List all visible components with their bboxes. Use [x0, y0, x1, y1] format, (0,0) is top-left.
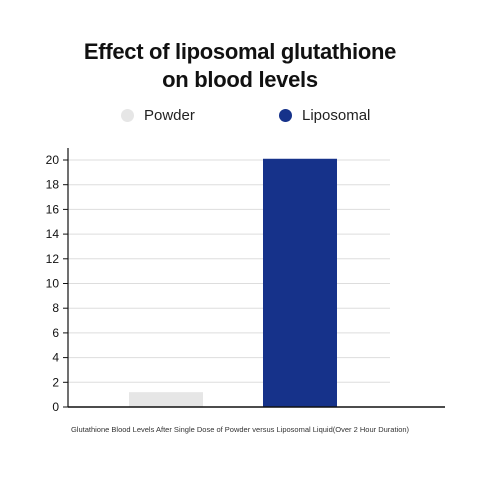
y-tick-label: 4 — [52, 351, 59, 365]
bar-powder — [129, 392, 203, 407]
y-tick-label: 0 — [52, 400, 59, 414]
y-tick-label: 10 — [46, 277, 60, 291]
y-tick-label: 6 — [52, 326, 59, 340]
legend-swatch-liposomal — [279, 109, 292, 122]
legend-item-powder: Powder — [121, 107, 195, 124]
y-tick-label: 12 — [46, 252, 60, 266]
gridlines — [68, 159, 390, 383]
chart-title-line-2: on blood levels — [162, 67, 318, 92]
y-tick-label: 2 — [52, 375, 59, 389]
y-tick-label: 16 — [46, 202, 60, 216]
legend-label-liposomal: Liposomal — [302, 107, 371, 124]
chart-title: Effect of liposomal glutathione on blood… — [0, 38, 480, 94]
y-tick-label: 8 — [52, 301, 59, 315]
legend-swatch-powder — [121, 109, 134, 122]
y-tick-label: 18 — [46, 178, 60, 192]
chart-caption: Glutathione Blood Levels After Single Do… — [70, 425, 410, 434]
legend-label-powder: Powder — [144, 107, 195, 124]
chart-title-line-1: Effect of liposomal glutathione — [83, 39, 397, 64]
bars — [129, 158, 337, 407]
y-tick-label: 20 — [46, 153, 60, 167]
legend-item-liposomal: Liposomal — [279, 107, 370, 124]
bar-liposomal — [263, 158, 337, 407]
y-axis-ticks: 0 2 4 6 8 10 12 14 16 18 20 — [46, 153, 68, 414]
y-tick-label: 14 — [46, 227, 60, 241]
